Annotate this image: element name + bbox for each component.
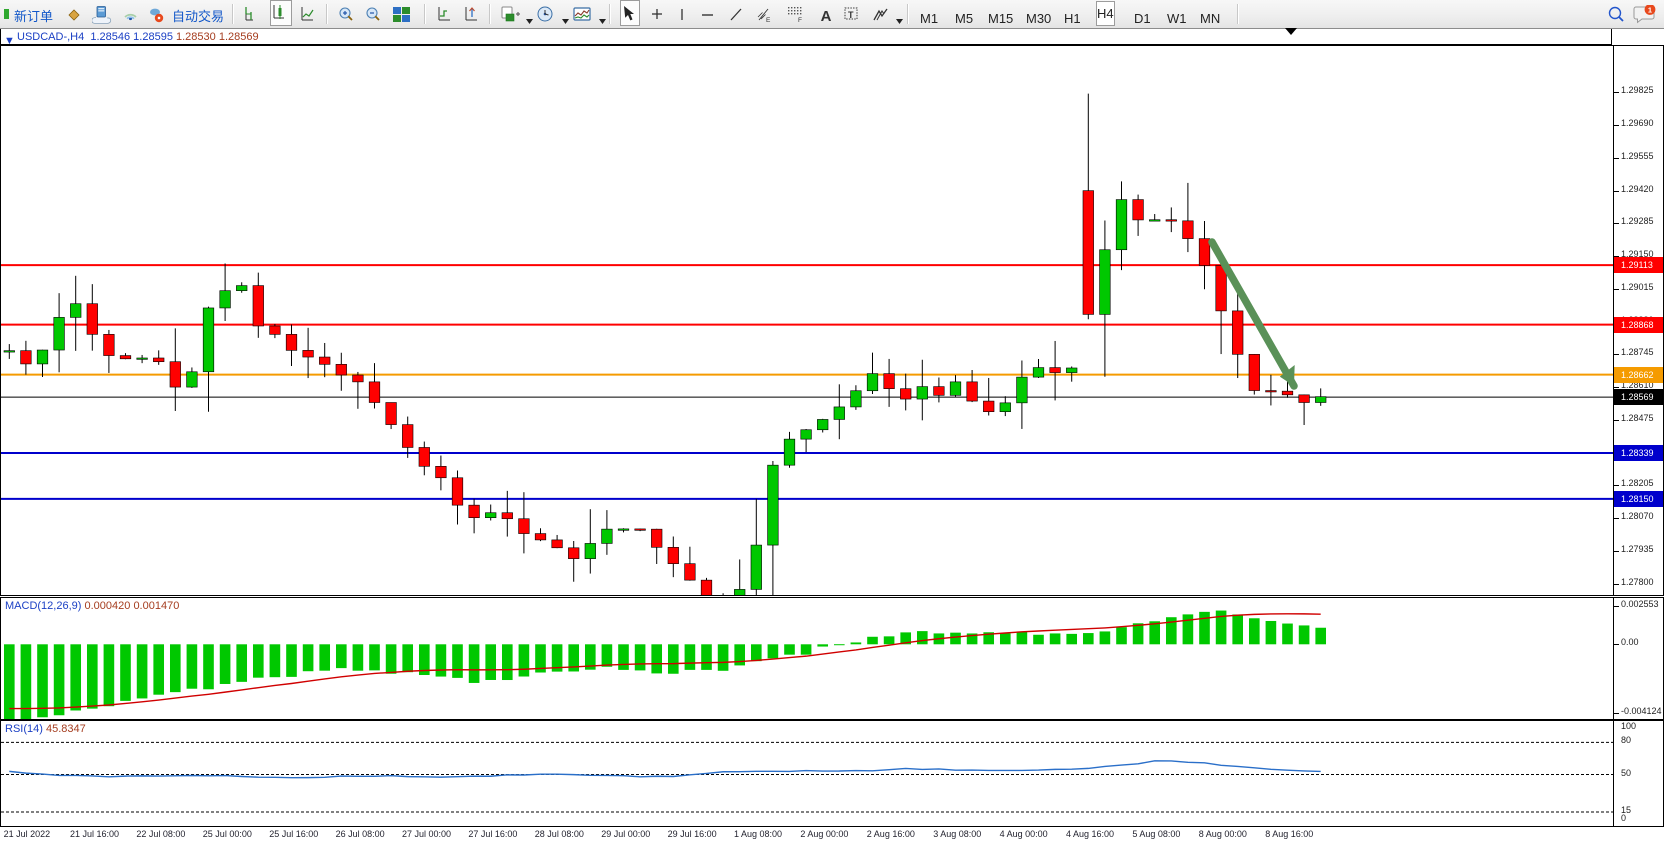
svg-text:T: T — [848, 10, 854, 20]
svg-text:1: 1 — [1648, 5, 1652, 14]
svg-text:F: F — [798, 17, 802, 24]
svg-text:E: E — [766, 17, 771, 24]
